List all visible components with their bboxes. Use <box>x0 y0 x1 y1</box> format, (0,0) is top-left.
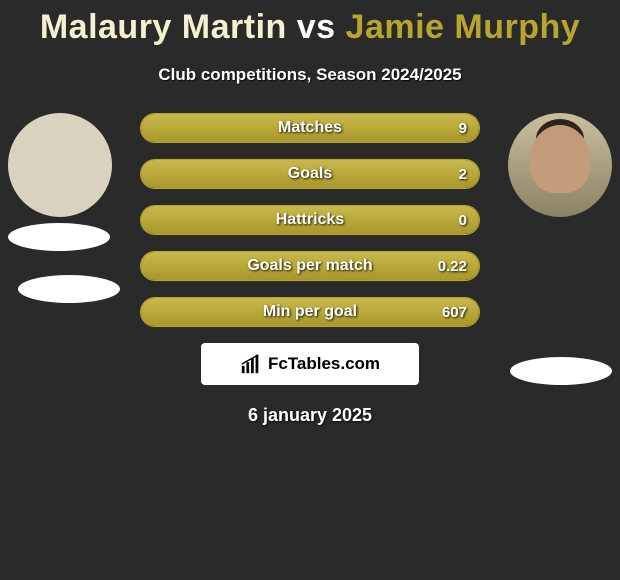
stat-bar-matches: Matches 9 <box>140 113 480 143</box>
date-text: 6 january 2025 <box>0 405 620 426</box>
player1-avatar <box>8 113 112 217</box>
stat-label: Hattricks <box>141 206 479 234</box>
stat-right-value: 9 <box>459 114 467 142</box>
stats-area: Matches 9 Goals 2 Hattricks 0 Goals per … <box>0 113 620 327</box>
stat-label: Goals per match <box>141 252 479 280</box>
stat-bar-gpm: Goals per match 0.22 <box>140 251 480 281</box>
player2-avatar <box>508 113 612 217</box>
player2-name: Jamie Murphy <box>346 8 581 46</box>
player2-badge <box>510 357 612 385</box>
subtitle: Club competitions, Season 2024/2025 <box>0 65 620 85</box>
stat-right-value: 607 <box>442 298 467 326</box>
stat-label: Min per goal <box>141 298 479 326</box>
stat-bar-hattricks: Hattricks 0 <box>140 205 480 235</box>
stat-right-value: 0.22 <box>438 252 467 280</box>
player1-name: Malaury Martin <box>40 8 287 46</box>
stat-label: Goals <box>141 160 479 188</box>
stat-right-value: 0 <box>459 206 467 234</box>
logo-text: FcTables.com <box>268 354 380 374</box>
logo-box: FcTables.com <box>201 343 419 385</box>
stat-bar-mpg: Min per goal 607 <box>140 297 480 327</box>
stat-bar-goals: Goals 2 <box>140 159 480 189</box>
stat-right-value: 2 <box>459 160 467 188</box>
chart-icon <box>240 353 262 375</box>
stat-bars: Matches 9 Goals 2 Hattricks 0 Goals per … <box>140 113 480 327</box>
page-title: Malaury Martin vs Jamie Murphy <box>0 0 620 47</box>
stat-label: Matches <box>141 114 479 142</box>
player1-badge-top <box>8 223 110 251</box>
player1-badge <box>18 275 120 303</box>
vs-text: vs <box>297 8 336 46</box>
